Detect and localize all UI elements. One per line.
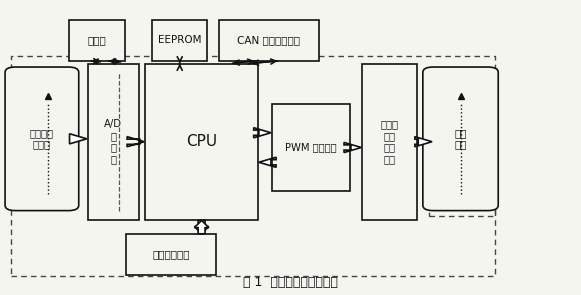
Bar: [88, 63, 139, 220]
Bar: [218, 20, 320, 61]
Text: 位置检测
电位器: 位置检测 电位器: [30, 128, 54, 150]
Text: 图 1  灯具控制器整体方案: 图 1 灯具控制器整体方案: [243, 276, 338, 289]
FancyArrow shape: [344, 142, 361, 153]
FancyArrow shape: [195, 220, 209, 234]
Text: PWM 信号生成: PWM 信号生成: [285, 142, 337, 153]
Text: 基准源: 基准源: [88, 35, 106, 45]
Text: CPU: CPU: [186, 134, 217, 149]
Bar: [145, 63, 258, 220]
FancyArrow shape: [259, 157, 276, 167]
Text: 过流斩
波及
电机
驱动: 过流斩 波及 电机 驱动: [381, 119, 399, 164]
Bar: [127, 234, 216, 275]
FancyBboxPatch shape: [5, 67, 79, 211]
Text: CAN 总线通信接口: CAN 总线通信接口: [238, 35, 300, 45]
Text: A/D
转
换
器: A/D 转 换 器: [104, 119, 122, 164]
FancyArrow shape: [195, 220, 209, 234]
FancyBboxPatch shape: [423, 67, 498, 211]
Bar: [272, 104, 350, 191]
Bar: [429, 71, 495, 216]
FancyArrow shape: [127, 137, 144, 147]
Text: EEPROM: EEPROM: [158, 35, 202, 45]
FancyArrow shape: [70, 134, 87, 144]
Bar: [363, 63, 417, 220]
FancyArrow shape: [415, 137, 432, 147]
FancyArrow shape: [254, 128, 271, 138]
Bar: [69, 20, 125, 61]
Text: 开发人员接口: 开发人员接口: [152, 250, 190, 260]
Text: 直流
电机: 直流 电机: [454, 128, 467, 150]
Bar: [12, 56, 495, 276]
Bar: [152, 20, 207, 61]
